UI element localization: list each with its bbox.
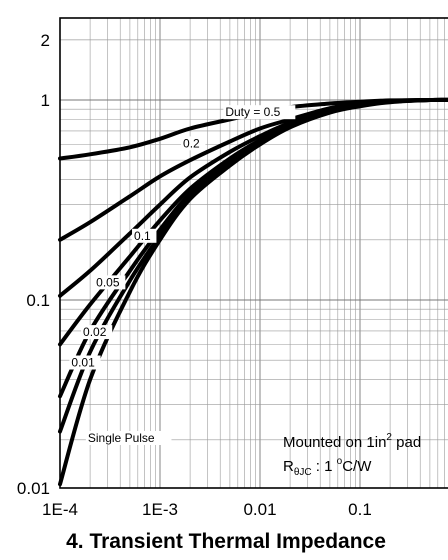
x-tick-label: 1E-3 <box>142 500 178 519</box>
curve-label-bg <box>81 325 113 340</box>
grid-lines <box>59 18 448 488</box>
curve-label-bg <box>181 136 206 151</box>
plot-frame <box>59 17 448 489</box>
curve-single-pulse <box>58 97 448 487</box>
chart-title: 4. Transient Thermal Impedance <box>66 530 386 553</box>
x-tick-label: 0.01 <box>243 500 276 519</box>
curve-label: 0.05 <box>96 275 120 289</box>
x-tick-label: 0.1 <box>348 500 372 519</box>
curve-label: 0.2 <box>183 136 200 150</box>
annotation-line-1: Mounted on 1in2 pad <box>283 432 421 451</box>
curve-label-bg <box>223 105 296 120</box>
y-tick-label: 1 <box>41 91 50 110</box>
curve-label: Duty = 0.5 <box>225 105 280 119</box>
curve-label-bg <box>69 355 101 370</box>
curve-label: 0.01 <box>71 356 95 370</box>
curve-0-2 <box>58 97 448 242</box>
y-tick-label: 2 <box>41 31 50 50</box>
tick-labels: 1E-41E-30.010.110.010.112 <box>17 31 372 519</box>
curve-labels: Duty = 0.5 0.2 0.1 0.05 0.02 0.01 Single Pulse <box>69 105 296 445</box>
curve-label-bg <box>85 430 172 445</box>
curve-label: 0.02 <box>83 325 107 339</box>
curve-0-05 <box>58 97 448 347</box>
curves <box>58 97 448 487</box>
annotation-box: Mounted on 1in2 pad RθJC : 1 oC/W <box>283 432 421 478</box>
curve-label-bg <box>94 275 126 290</box>
y-tick-label: 0.1 <box>26 291 50 310</box>
curve-label: Single Pulse <box>88 431 155 445</box>
x-tick-label: 1E-4 <box>42 500 78 519</box>
curve-label: 0.1 <box>134 229 151 243</box>
annotation-line-2: RθJC : 1 oC/W <box>283 456 372 478</box>
curve-label-bg <box>132 228 157 243</box>
y-tick-label: 0.01 <box>17 479 50 498</box>
